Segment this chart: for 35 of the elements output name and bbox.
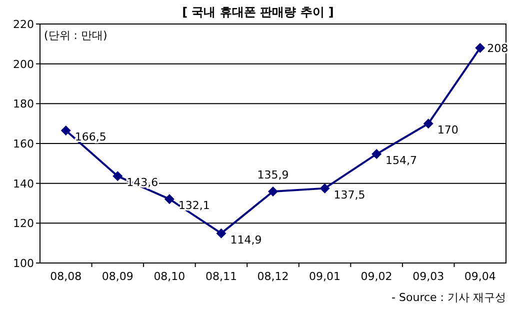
y-tick-label: 160 bbox=[13, 138, 34, 150]
point bbox=[112, 171, 123, 182]
x-tick-label: 08,09 bbox=[102, 270, 134, 283]
point bbox=[423, 118, 434, 129]
point bbox=[164, 194, 174, 204]
x-tick-label: 08,12 bbox=[257, 270, 289, 283]
y-tick-label: 140 bbox=[13, 177, 34, 190]
y-tick-label: 200 bbox=[13, 58, 34, 71]
point bbox=[216, 228, 226, 238]
data-label: 132,1 bbox=[178, 199, 210, 212]
y-tick-label: 120 bbox=[13, 217, 34, 230]
data-label: 137,5 bbox=[334, 188, 366, 202]
x-tick-label: 08,11 bbox=[205, 270, 237, 283]
text: - Source : 기사 재구성 bbox=[392, 291, 506, 304]
point bbox=[320, 183, 330, 194]
y-tick-label: 100 bbox=[13, 257, 34, 270]
x-tick-label: 09,04 bbox=[464, 270, 496, 283]
x-tick-label: 08,10 bbox=[154, 270, 186, 283]
x-tick-label: 09,03 bbox=[412, 270, 444, 283]
point bbox=[60, 126, 71, 136]
x-tick-label: 09,01 bbox=[309, 270, 341, 283]
point bbox=[372, 149, 382, 160]
y-tick-label: 220 bbox=[13, 18, 34, 31]
point bbox=[268, 186, 278, 196]
y-tick-label: 180 bbox=[13, 98, 34, 111]
chart-title: [ 국내 휴대폰 판매량 추이 ] bbox=[182, 5, 334, 19]
data-label: 135,9 bbox=[257, 168, 289, 182]
annotation: (단위 : 만대) bbox=[44, 29, 108, 42]
data-label: 114,9 bbox=[230, 233, 262, 246]
data-label: 170 bbox=[437, 124, 458, 137]
x-tick-label: 08,08 bbox=[50, 270, 82, 283]
data-label: 166,5 bbox=[74, 130, 106, 144]
point bbox=[475, 42, 486, 53]
x-tick-label: 09,02 bbox=[360, 270, 392, 283]
data-label: 154,7 bbox=[386, 154, 418, 168]
